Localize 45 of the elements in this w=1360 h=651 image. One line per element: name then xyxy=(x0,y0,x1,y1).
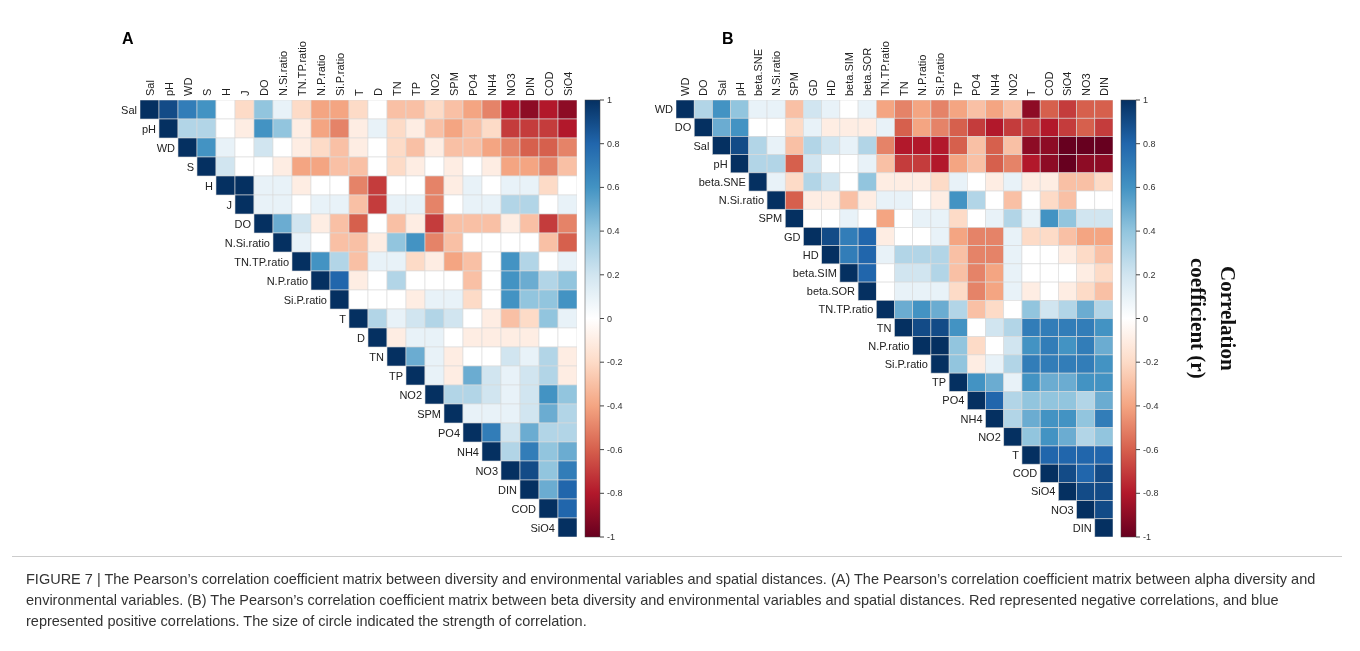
color-bar-label: 0.6 xyxy=(1143,182,1156,193)
x-tick-label: S xyxy=(200,88,213,96)
caption: FIGURE 7 | The Pearson’s correlation coefficient matrix between diversity and environmental variables and spatial distances. (A) The Pearson’s correlation coefficient matrix between alpha diversity and environmental variables. (B) The Pearson’s correlation coefficient matrix between beta diversity and environmental variables and spatial distances. Red represented negative correlations, and blue represented positive correlations. The size of circle indicated the strength of correlation. xyxy=(25,570,1317,631)
color-bar-label: 1 xyxy=(1143,95,1149,105)
x-tick-label: D xyxy=(371,88,384,96)
x-tick-label: pH xyxy=(162,81,175,96)
x-tick-label: WD xyxy=(181,77,194,96)
chart-title: B xyxy=(722,30,734,48)
y-tick-label: pH xyxy=(713,157,728,170)
y-tick-label: HD xyxy=(802,248,819,261)
color-bar-label: 1 xyxy=(607,95,613,105)
x-tick-label: NH4 xyxy=(988,73,1001,96)
chart-title: A xyxy=(122,30,134,48)
color-bar-label: -0.2 xyxy=(607,357,623,368)
color-bar-label: 0.4 xyxy=(1143,226,1156,237)
color-bar-label: -0.4 xyxy=(607,400,623,411)
color-bar-label: -0.8 xyxy=(1143,488,1159,499)
color-bar-label: -0.4 xyxy=(1143,400,1159,411)
color-bar-label: -0.2 xyxy=(1143,357,1159,368)
color-bar-label: -0.6 xyxy=(1143,444,1159,455)
color-bar-label: 0.6 xyxy=(607,182,620,193)
color-bar-label: -1 xyxy=(607,532,616,542)
y-tick-label: DO xyxy=(234,217,252,230)
y-tick-label: beta.SNE xyxy=(698,175,746,188)
color-bar-title: Correlation coefficient (r) xyxy=(1185,257,1241,381)
color-bar-label: 0.2 xyxy=(607,269,620,280)
x-tick-label: SiO4 xyxy=(561,71,574,96)
x-tick-label: T xyxy=(1025,89,1038,96)
color-bar-label: -0.8 xyxy=(607,488,623,499)
color-bar-label: 0.2 xyxy=(1143,269,1156,280)
color-bar-label: 0.8 xyxy=(1143,138,1156,149)
x-tick-label: T xyxy=(352,89,365,96)
x-tick-label: WD xyxy=(679,77,692,96)
color-bar-label: 0 xyxy=(607,313,613,324)
x-tick-label: Sal xyxy=(143,80,156,96)
color-bar-label: 0.8 xyxy=(607,138,620,149)
x-tick-label: H xyxy=(219,88,232,96)
color-bar-label: -0.6 xyxy=(607,444,623,455)
y-tick-label: N.Si.ratio xyxy=(224,236,270,249)
x-tick-label: NO3 xyxy=(1079,73,1092,96)
x-tick-label: COD xyxy=(542,71,555,96)
color-bar-label: 0 xyxy=(1143,313,1149,324)
x-tick-label: DIN xyxy=(1097,77,1110,96)
color-bar-label: -1 xyxy=(1143,532,1152,542)
color-bar-label: 0.4 xyxy=(607,226,620,237)
